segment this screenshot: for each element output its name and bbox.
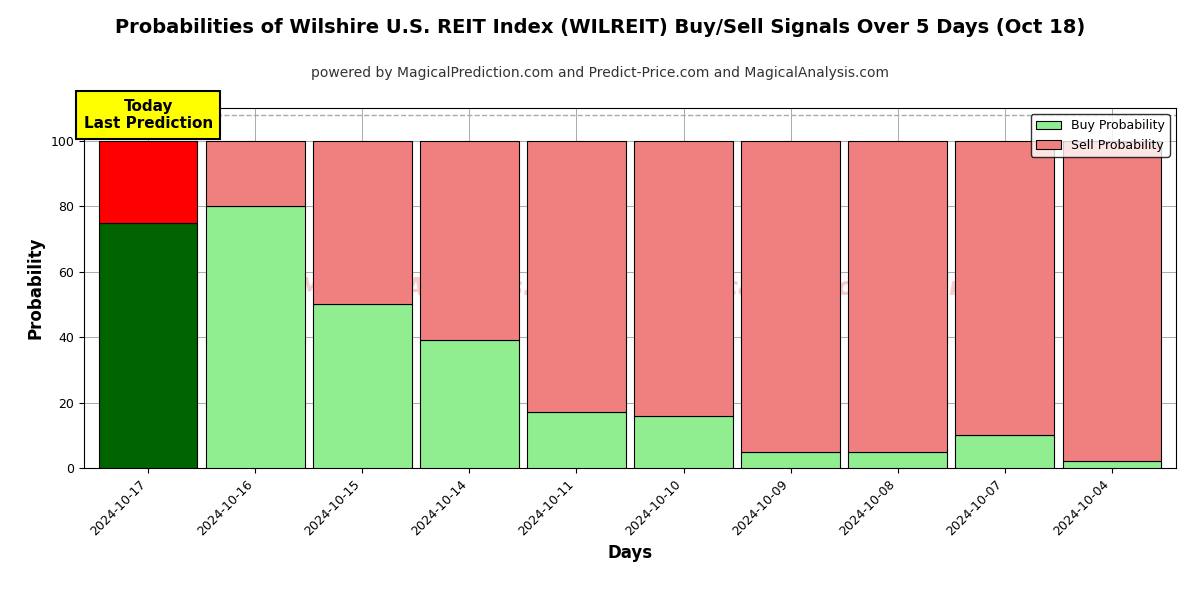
Bar	[206, 206, 305, 468]
Bar	[527, 412, 625, 468]
Text: MagicalAnalysis.com: MagicalAnalysis.com	[298, 276, 592, 300]
Y-axis label: Probability: Probability	[26, 237, 44, 339]
X-axis label: Days: Days	[607, 544, 653, 562]
Bar	[420, 141, 518, 340]
Bar	[848, 141, 947, 452]
Text: Today
Last Prediction: Today Last Prediction	[84, 98, 212, 131]
Bar	[1062, 141, 1162, 461]
Bar	[635, 416, 733, 468]
Bar	[635, 141, 733, 416]
Bar	[742, 452, 840, 468]
Text: Probabilities of Wilshire U.S. REIT Index (WILREIT) Buy/Sell Signals Over 5 Days: Probabilities of Wilshire U.S. REIT Inde…	[115, 18, 1085, 37]
Bar	[955, 435, 1054, 468]
Bar	[848, 452, 947, 468]
Bar	[1062, 461, 1162, 468]
Bar	[98, 141, 198, 223]
Bar	[98, 223, 198, 468]
Bar	[313, 141, 412, 304]
Text: MagicalPrediction.com: MagicalPrediction.com	[655, 276, 976, 300]
Bar	[742, 141, 840, 452]
Legend: Buy Probability, Sell Probability: Buy Probability, Sell Probability	[1031, 114, 1170, 157]
Bar	[420, 340, 518, 468]
Bar	[206, 141, 305, 206]
Bar	[313, 304, 412, 468]
Bar	[527, 141, 625, 412]
Text: powered by MagicalPrediction.com and Predict-Price.com and MagicalAnalysis.com: powered by MagicalPrediction.com and Pre…	[311, 66, 889, 80]
Bar	[955, 141, 1054, 435]
